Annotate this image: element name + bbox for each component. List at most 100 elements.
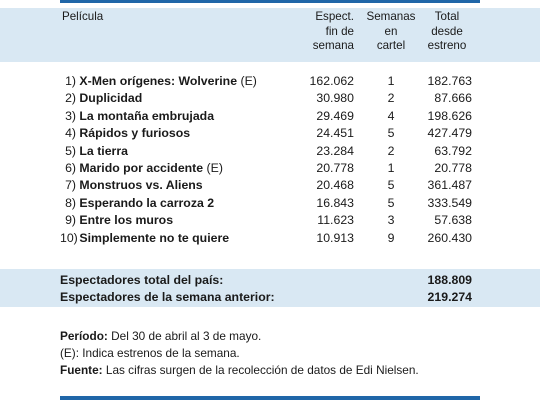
row-rank: 3)	[65, 108, 76, 123]
row-total: 87.666	[434, 91, 472, 106]
row-weeks: 3	[387, 213, 395, 228]
header-espect-line: semana	[312, 39, 354, 52]
top-rule	[60, 0, 480, 3]
row-rank: 7)	[65, 178, 76, 193]
note-periodo: Período: Del 30 de abril al 3 de mayo.	[60, 328, 261, 344]
row-title: 8) Esperando la carroza 2	[60, 195, 214, 212]
row-weekend: 20.468	[316, 178, 354, 193]
note-estrenos: (E): Indica estrenos de la semana.	[60, 345, 240, 361]
row-movie-name: Rápidos y furiosos	[79, 126, 191, 141]
header-total-line: desde	[431, 24, 463, 38]
table-header: Película Espect. fin de semana Semanas e…	[0, 8, 540, 62]
row-total: 182.763	[427, 74, 472, 88]
row-movie-name: Marido por accidente	[79, 161, 204, 175]
row-title: 5) La tierra	[60, 143, 128, 160]
totals-anterior-value: 219.274	[427, 290, 472, 304]
header-semanas-line: cartel	[376, 39, 406, 52]
row-weekend: 24.451	[316, 126, 354, 141]
note-estrenos-text: (E): Indica estrenos de la semana.	[60, 346, 240, 360]
row-premiere-tag: (E)	[206, 161, 223, 175]
row-rank: 10)	[60, 230, 78, 245]
row-weeks: 2	[387, 143, 395, 158]
header-espect-line: Espect.	[315, 10, 354, 23]
row-rank: 4)	[65, 126, 76, 141]
header-semanas-line: en	[384, 24, 398, 38]
row-movie-name: La montaña embrujada	[79, 108, 215, 123]
row-title: 1) X-Men orígenes: Wolverine (E)	[60, 73, 257, 90]
note-periodo-text: Del 30 de abril al 3 de mayo.	[107, 329, 262, 343]
row-title: 9) Entre los muros	[60, 212, 173, 229]
row-weeks: 5	[387, 178, 395, 193]
row-weeks: 1	[387, 74, 395, 88]
row-weekend: 20.778	[316, 161, 354, 175]
row-weeks: 1	[387, 161, 395, 175]
header-espectadores: Espect. fin de semana	[306, 10, 354, 54]
table-body: 1) X-Men orígenes: Wolverine (E) 162.062…	[0, 73, 540, 253]
row-rank: 6)	[65, 161, 76, 175]
header-semanas-line: Semanas	[366, 10, 416, 23]
header-total-line: Total	[434, 10, 460, 23]
row-movie-name: La tierra	[79, 143, 128, 158]
table-row: 10) Simplemente no te quiere 10.913 9 26…	[0, 230, 540, 247]
row-weeks: 5	[387, 126, 395, 141]
row-movie-name: Simplemente no te quiere	[79, 230, 230, 245]
row-weeks: 9	[387, 230, 395, 245]
row-rank: 1)	[65, 74, 76, 88]
row-movie-name: Monstruos vs. Aliens	[79, 178, 203, 193]
note-fuente: Fuente: Las cifras surgen de la recolecc…	[60, 362, 419, 378]
row-weekend: 10.913	[316, 230, 354, 245]
row-title: 2) Duplicidad	[60, 90, 142, 107]
totals-row-pais: Espectadores total del país: 188.809	[0, 272, 540, 289]
table-row: 1) X-Men orígenes: Wolverine (E) 162.062…	[0, 73, 540, 90]
row-premiere-tag: (E)	[240, 74, 257, 88]
bottom-rule	[60, 396, 480, 400]
table-row: 7) Monstruos vs. Aliens 20.468 5 361.487	[0, 177, 540, 194]
totals-box: Espectadores total del país: 188.809 Esp…	[0, 269, 540, 307]
table-row: 2) Duplicidad 30.980 2 87.666	[0, 90, 540, 107]
row-title: 3) La montaña embrujada	[60, 108, 214, 125]
row-rank: 5)	[65, 143, 76, 158]
row-weekend: 16.843	[316, 195, 354, 210]
row-title: 4) Rápidos y furiosos	[60, 125, 190, 142]
row-weekend: 29.469	[316, 108, 354, 123]
note-periodo-label: Período:	[60, 329, 108, 343]
header-total-line: estreno	[427, 39, 467, 52]
totals-pais-value: 188.809	[427, 273, 472, 287]
row-total: 427.479	[427, 126, 472, 141]
header-espect-line: fin de	[325, 24, 354, 38]
totals-anterior-label: Espectadores de la semana anterior:	[60, 290, 275, 304]
row-movie-name: X-Men orígenes: Wolverine	[79, 74, 238, 88]
table-row: 3) La montaña embrujada 29.469 4 198.626	[0, 108, 540, 125]
row-title: 6) Marido por accidente (E)	[60, 160, 223, 177]
row-total: 198.626	[427, 108, 472, 123]
row-movie-name: Entre los muros	[79, 213, 174, 228]
row-weeks: 4	[387, 108, 395, 123]
row-movie-name: Duplicidad	[79, 91, 143, 106]
header-total: Total desde estreno	[422, 10, 472, 54]
row-title: 10) Simplemente no te quiere	[60, 230, 229, 247]
row-weeks: 5	[387, 195, 395, 210]
row-total: 361.487	[427, 178, 472, 193]
row-movie-name: Esperando la carroza 2	[79, 195, 215, 210]
row-weekend: 162.062	[309, 74, 354, 88]
totals-row-anterior: Espectadores de la semana anterior: 219.…	[0, 289, 540, 306]
row-title: 7) Monstruos vs. Aliens	[60, 177, 203, 194]
row-total: 20.778	[434, 161, 472, 175]
row-weekend: 11.623	[317, 213, 354, 228]
row-total: 333.549	[427, 195, 472, 210]
table-row: 8) Esperando la carroza 2 16.843 5 333.5…	[0, 195, 540, 212]
totals-pais-label: Espectadores total del país:	[60, 273, 224, 287]
row-total: 57.638	[434, 213, 472, 228]
table-row: 5) La tierra 23.284 2 63.792	[0, 143, 540, 160]
note-fuente-text: Las cifras surgen de la recolección de d…	[102, 363, 419, 377]
table-row: 9) Entre los muros 11.623 3 57.638	[0, 212, 540, 229]
table-row: 4) Rápidos y furiosos 24.451 5 427.479	[0, 125, 540, 142]
row-rank: 2)	[65, 91, 76, 106]
header-semanas: Semanas en cartel	[364, 10, 418, 54]
row-rank: 9)	[65, 213, 76, 228]
row-weeks: 2	[387, 91, 395, 106]
row-weekend: 30.980	[316, 91, 354, 106]
row-weekend: 23.284	[316, 143, 354, 158]
row-rank: 8)	[65, 195, 76, 210]
row-total: 260.430	[427, 230, 472, 245]
